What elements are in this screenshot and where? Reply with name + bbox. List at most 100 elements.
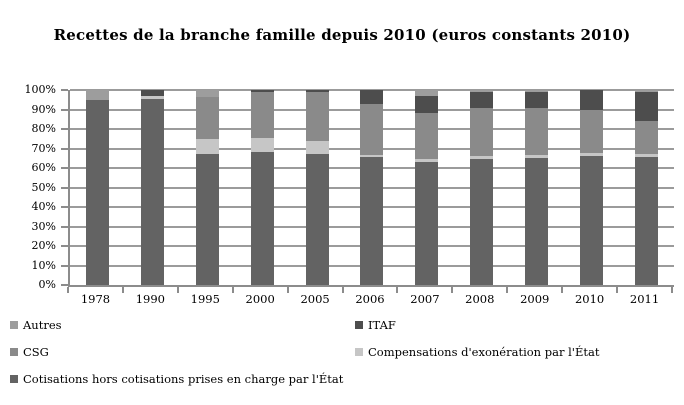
bar-segment-itaf	[525, 91, 549, 108]
bar-segment-csg	[580, 109, 604, 154]
bar-1995	[195, 90, 219, 285]
bar-segment-cotisations	[415, 162, 439, 285]
bar-segment-csg	[415, 113, 439, 160]
bar-segment-csg	[305, 91, 329, 141]
legend-item-compensations: Compensations d'exonération par l'État	[355, 345, 674, 359]
bar-segment-itaf	[250, 90, 274, 92]
x-axis-label-2005: 2005	[300, 292, 330, 306]
y-axis-label: 90%	[31, 102, 56, 116]
bar-1990	[140, 90, 164, 285]
x-axis-tick	[451, 287, 454, 293]
category-slot-2009	[509, 90, 564, 285]
x-axis-tick	[286, 287, 289, 293]
x-axis-label-1995: 1995	[190, 292, 220, 306]
legend-item-cotisations: Cotisations hors cotisations prises en c…	[10, 372, 355, 386]
bar-segment-cotisations	[250, 152, 274, 285]
bar-segment-autres	[470, 90, 494, 92]
y-axis-tick	[61, 108, 68, 111]
y-axis-label: 50%	[31, 180, 56, 194]
bar-2006	[360, 90, 384, 285]
bar-2011	[635, 90, 659, 285]
y-axis-tick	[61, 186, 68, 189]
y-axis-tick	[61, 245, 68, 247]
bar-segment-itaf	[305, 90, 329, 92]
legend-swatch-autres	[10, 320, 18, 329]
category-slot-2008	[454, 90, 509, 285]
category-slot-2006	[345, 90, 400, 285]
bar-segment-cotisations	[525, 158, 549, 285]
bar-segment-compensations	[635, 154, 659, 158]
x-axis-tick	[121, 287, 124, 293]
bar-segment-autres	[85, 90, 109, 100]
category-slot-1978	[70, 90, 125, 285]
y-axis-label: 60%	[31, 161, 56, 174]
x-axis-tick	[231, 287, 234, 293]
y-axis-tick	[61, 225, 68, 228]
bar-segment-autres	[415, 90, 439, 96]
x-axis-tick	[341, 287, 344, 293]
x-axis-tick	[396, 287, 399, 293]
legend-label: CSG	[23, 344, 49, 359]
bar-segment-csg	[250, 91, 274, 138]
x-axis-tick	[67, 287, 69, 293]
x-axis-label-1978: 1978	[80, 292, 111, 306]
x-axis-tick	[616, 287, 619, 293]
bar-segment-compensations	[250, 137, 274, 153]
legend-label: Autres	[23, 317, 62, 332]
bar-2000	[250, 90, 274, 285]
bar-segment-cotisations	[360, 157, 384, 285]
x-axis-label-2010: 2010	[574, 292, 605, 306]
legend-swatch-itaf	[355, 320, 363, 329]
bar-segment-cotisations	[140, 98, 164, 285]
x-axis-tick	[561, 287, 564, 293]
y-axis-label: 30%	[31, 219, 56, 233]
y-axis-tick	[61, 89, 68, 91]
y-axis-tick	[61, 128, 68, 130]
bar-segment-cotisations	[580, 156, 604, 285]
bar-segment-autres	[525, 90, 549, 92]
bar-segment-compensations	[415, 159, 439, 163]
y-axis-label: 10%	[31, 258, 56, 272]
legend-swatch-csg	[10, 347, 18, 356]
legend-item-itaf: ITAF	[355, 318, 674, 332]
x-axis-label-1990: 1990	[135, 292, 165, 306]
bar-2010	[580, 90, 604, 285]
legend-label: Compensations d'exonération par l'État	[368, 344, 600, 359]
category-slot-2005	[290, 90, 345, 285]
x-axis-label-2011: 2011	[629, 292, 660, 306]
x-axis-label-2008: 2008	[465, 292, 495, 306]
bar-2007	[415, 90, 439, 285]
bar-segment-compensations	[195, 138, 219, 155]
y-axis-tick	[61, 167, 68, 169]
y-axis-label: 80%	[31, 122, 56, 135]
bars-container	[70, 90, 674, 285]
bar-segment-autres	[635, 90, 659, 92]
y-axis-label: 100%	[24, 83, 56, 96]
bar-segment-cotisations	[470, 159, 494, 285]
legend-swatch-compensations	[355, 347, 363, 356]
bar-segment-compensations	[525, 155, 549, 159]
x-axis-tick	[176, 287, 179, 293]
category-slot-1995	[180, 90, 235, 285]
y-axis-label: 40%	[31, 200, 56, 213]
bar-segment-cotisations	[195, 154, 219, 285]
x-axis-label-2006: 2006	[355, 292, 385, 306]
bar-segment-csg	[360, 103, 384, 156]
gridline-100	[70, 89, 674, 91]
plot-area	[68, 89, 674, 287]
x-axis-label-2000: 2000	[245, 292, 275, 306]
y-axis-label: 70%	[31, 141, 56, 155]
bar-segment-itaf	[580, 90, 604, 110]
legend: Autres ITAF CSG Compensations d'exonération…	[10, 311, 674, 392]
legend-label: ITAF	[368, 317, 396, 332]
bar-segment-csg	[525, 107, 549, 156]
bar-segment-csg	[470, 107, 494, 157]
bar-segment-csg	[195, 96, 219, 139]
category-slot-1990	[125, 90, 180, 285]
bar-segment-compensations	[470, 156, 494, 160]
y-axis-tick	[61, 284, 68, 286]
x-axis-label-2007: 2007	[410, 292, 440, 306]
bar-segment-cotisations	[635, 157, 659, 285]
y-axis-label: 20%	[31, 239, 56, 252]
